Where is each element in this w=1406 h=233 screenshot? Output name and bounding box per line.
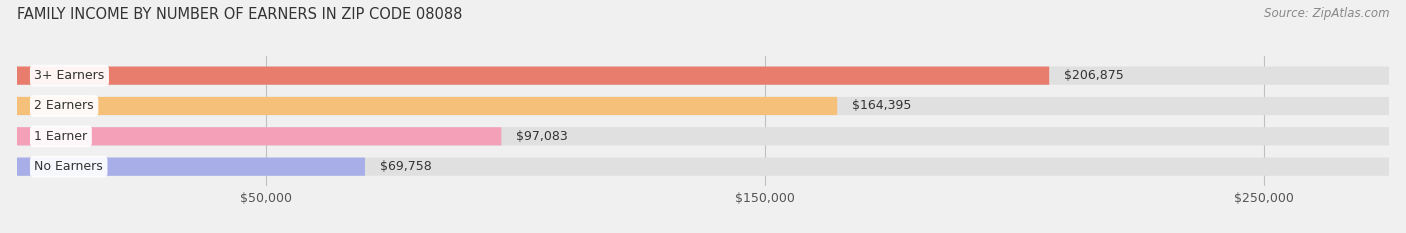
Text: 1 Earner: 1 Earner: [34, 130, 87, 143]
FancyBboxPatch shape: [17, 127, 502, 145]
Text: FAMILY INCOME BY NUMBER OF EARNERS IN ZIP CODE 08088: FAMILY INCOME BY NUMBER OF EARNERS IN ZI…: [17, 7, 463, 22]
Text: $69,758: $69,758: [380, 160, 432, 173]
Text: $164,395: $164,395: [852, 99, 911, 113]
FancyBboxPatch shape: [17, 158, 366, 176]
FancyBboxPatch shape: [17, 97, 1389, 115]
Text: Source: ZipAtlas.com: Source: ZipAtlas.com: [1264, 7, 1389, 20]
Text: $97,083: $97,083: [516, 130, 568, 143]
FancyBboxPatch shape: [17, 158, 1389, 176]
FancyBboxPatch shape: [17, 97, 837, 115]
Text: $206,875: $206,875: [1064, 69, 1123, 82]
Text: 2 Earners: 2 Earners: [34, 99, 94, 113]
Text: 3+ Earners: 3+ Earners: [34, 69, 104, 82]
FancyBboxPatch shape: [17, 127, 1389, 145]
FancyBboxPatch shape: [17, 67, 1049, 85]
FancyBboxPatch shape: [17, 67, 1389, 85]
Text: No Earners: No Earners: [34, 160, 103, 173]
